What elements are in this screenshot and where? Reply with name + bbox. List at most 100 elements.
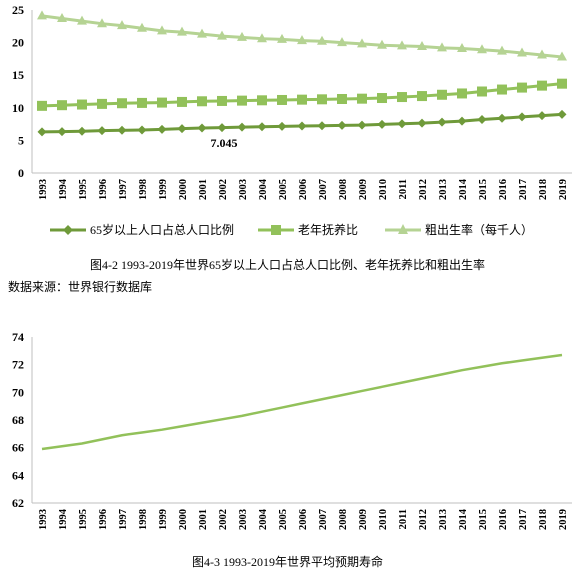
data-point	[77, 99, 87, 110]
data-point	[277, 94, 287, 105]
x-tick-label: 1996	[98, 509, 109, 530]
legend-label: 65岁以上人口占总人口比例	[90, 222, 234, 237]
x-tick-label: 1995	[78, 179, 89, 200]
legend-marker	[63, 225, 73, 235]
data-point	[357, 38, 367, 48]
y-tick-label: 66	[12, 441, 24, 455]
y-tick-label: 25	[12, 3, 24, 17]
legend-item: 老年抚养比	[258, 222, 358, 237]
legend: 65岁以上人口占总人口比例 老年抚养比 粗出生率（每千人）	[50, 222, 533, 237]
x-tick-label: 2009	[358, 509, 369, 530]
x-tick-label: 2004	[258, 178, 269, 200]
data-point	[337, 93, 347, 104]
data-point	[137, 22, 147, 32]
x-tick-label: 2009	[358, 179, 369, 200]
chart-life-expectancy: 62 64 66 68 70 72 74 1993 1994 1995 1996 1997 1998 19…	[12, 330, 572, 530]
data-point	[57, 12, 67, 22]
x-tick-label: 2002	[218, 509, 229, 530]
x-tick-label: 2015	[478, 509, 489, 530]
data-label: 7.045	[211, 136, 238, 150]
data-point	[97, 98, 107, 109]
source-note: 数据来源：世界银行数据库	[8, 280, 153, 294]
x-tick-label: 2018	[538, 509, 549, 530]
legend-label: 老年抚养比	[298, 222, 358, 237]
data-point	[357, 120, 367, 130]
data-point	[77, 126, 87, 136]
data-point	[257, 33, 267, 43]
x-tick-label: 2012	[418, 509, 429, 530]
x-tick-label: 1994	[58, 508, 69, 530]
data-point	[317, 94, 327, 105]
data-point	[397, 119, 407, 129]
x-tick-label: 1993	[38, 179, 49, 200]
data-point	[397, 92, 407, 103]
data-point	[217, 30, 227, 40]
data-point	[517, 112, 527, 122]
x-tick-label: 2003	[238, 179, 249, 200]
x-tick-label: 2017	[518, 179, 529, 200]
x-tick-label: 1997	[118, 179, 129, 200]
data-point	[557, 51, 567, 61]
y-tick-label: 10	[12, 101, 24, 115]
data-point	[477, 86, 487, 97]
x-tick-label: 2014	[458, 178, 469, 200]
data-point	[357, 93, 367, 104]
data-point	[437, 117, 447, 127]
x-tick-label: 2001	[198, 179, 209, 200]
y-tick-label: 72	[12, 358, 24, 372]
x-tick-label: 1995	[78, 509, 89, 530]
data-point	[557, 78, 567, 89]
data-point	[517, 82, 527, 93]
data-point	[237, 122, 247, 132]
y-tick-label: 62	[12, 496, 24, 510]
data-point	[297, 121, 307, 131]
data-point	[297, 94, 307, 105]
data-point	[177, 96, 187, 107]
x-tick-label: 2012	[418, 179, 429, 200]
data-point	[377, 119, 387, 129]
x-tick-label: 2019	[558, 509, 569, 530]
data-point	[537, 49, 547, 59]
data-point	[317, 35, 327, 45]
data-point	[337, 37, 347, 47]
data-point	[477, 44, 487, 54]
y-tick-label: 5	[18, 133, 24, 147]
series-line	[41, 353, 563, 451]
x-tick-label: 2011	[398, 509, 409, 529]
data-point	[277, 33, 287, 43]
data-point	[457, 42, 467, 52]
data-point	[277, 121, 287, 131]
x-tick-label: 2014	[458, 508, 469, 530]
x-tick-label: 1993	[38, 509, 49, 530]
data-point	[37, 100, 47, 111]
data-point	[417, 91, 427, 102]
legend-marker	[398, 224, 408, 234]
data-point	[197, 123, 207, 133]
data-point	[117, 125, 127, 135]
data-point	[197, 28, 207, 38]
data-point	[457, 116, 467, 126]
data-point	[177, 124, 187, 134]
data-point	[337, 120, 347, 130]
x-tick-label: 1999	[158, 179, 169, 200]
x-tick-label: 1997	[118, 509, 129, 530]
x-tick-label: 1996	[98, 179, 109, 200]
data-point	[137, 125, 147, 135]
data-point	[477, 115, 487, 125]
y-tick-label: 0	[18, 166, 24, 180]
x-tick-label: 2008	[338, 509, 349, 530]
x-tick-label: 2005	[278, 179, 289, 200]
legend-label: 粗出生率（每千人）	[425, 222, 533, 237]
data-point	[97, 18, 107, 28]
x-tick-label: 2000	[178, 179, 189, 200]
x-tick-label: 2018	[538, 179, 549, 200]
x-tick-label: 2011	[398, 179, 409, 199]
data-point	[237, 31, 247, 41]
data-point	[377, 93, 387, 104]
data-point	[537, 111, 547, 121]
data-point	[97, 126, 107, 136]
x-tick-label: 1994	[58, 178, 69, 200]
y-tick-label: 20	[12, 36, 24, 50]
data-point	[297, 35, 307, 45]
y-tick-label: 74	[12, 330, 24, 344]
